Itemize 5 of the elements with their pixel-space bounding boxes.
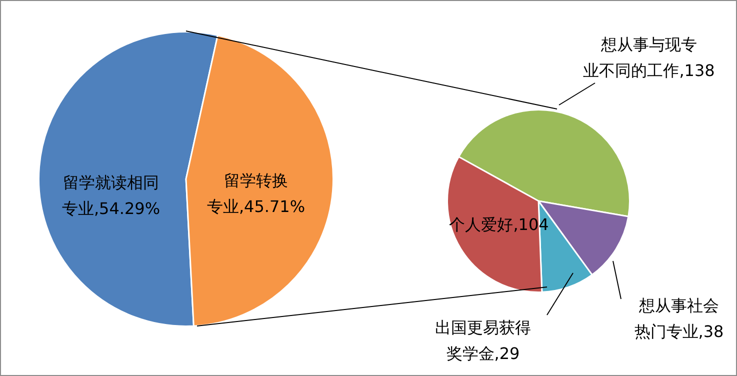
- slice-label: 想从事与现专业不同的工作,138: [583, 35, 715, 80]
- slice-label: 想从事社会热门专业,38: [634, 296, 724, 342]
- slice-label: 留学转换专业,45.71%: [206, 171, 306, 216]
- slice-label: 留学就读相同专业,54.29%: [62, 173, 160, 218]
- slice-label: 出国更易获得奖学金,29: [435, 318, 531, 364]
